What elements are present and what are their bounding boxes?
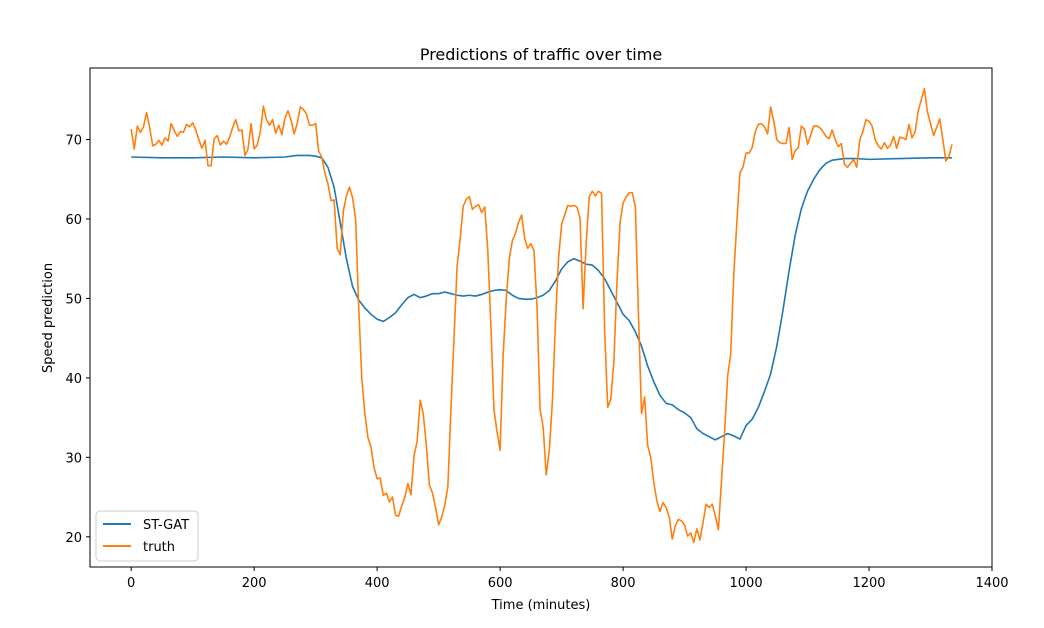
y-tick-label: 50	[65, 292, 82, 307]
y-tick-label: 30	[65, 451, 82, 466]
y-tick-label: 60	[65, 213, 82, 228]
y-axis-ticks: 20 30 40 50 60 70	[65, 134, 90, 546]
series-line-st-gat	[131, 154, 953, 441]
plot-area	[130, 87, 953, 544]
x-tick-label: 400	[365, 576, 390, 591]
y-tick-label: 40	[65, 372, 82, 387]
x-tick-label: 1400	[975, 576, 1008, 591]
legend-label-st-gat: ST-GAT	[143, 518, 189, 533]
x-tick-label: 1200	[852, 576, 885, 591]
legend-label-truth: truth	[143, 540, 175, 555]
plot-frame	[89, 67, 993, 568]
x-tick-label: 0	[127, 576, 135, 591]
x-axis-label: Time (minutes)	[491, 598, 591, 613]
y-axis-label: Speed prediction	[41, 263, 56, 373]
legend: ST-GAT truth	[95, 510, 199, 562]
y-tick-label: 20	[65, 531, 82, 546]
x-tick-label: 1000	[730, 576, 763, 591]
chart-title: Predictions of traffic over time	[420, 45, 662, 64]
x-axis-ticks: 0 200 400 600 800 1000 1200 1400	[127, 567, 1009, 591]
series-line-truth	[130, 87, 953, 544]
x-tick-label: 200	[242, 576, 267, 591]
x-tick-label: 800	[611, 576, 636, 591]
x-tick-label: 600	[488, 576, 513, 591]
y-tick-label: 70	[65, 134, 82, 149]
